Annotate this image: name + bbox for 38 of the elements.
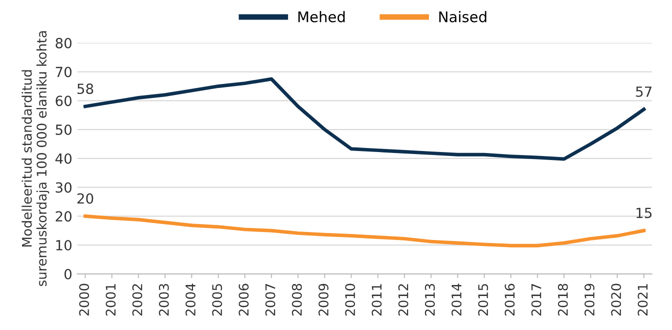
legend-label: Mehed	[298, 11, 345, 22]
x-tick-label: 2019	[584, 284, 594, 316]
x-tick-label: 2003	[158, 284, 169, 316]
x-tick-label: 2004	[186, 284, 196, 316]
x-tick-label: 2010	[345, 284, 356, 316]
y-tick-label: 20	[56, 211, 72, 222]
y-tick-label: 70	[56, 66, 72, 78]
x-tick-label: 2014	[452, 284, 462, 316]
x-tick-label: 2020	[611, 284, 622, 316]
data-label: 20	[77, 193, 94, 204]
y-tick-label: 10	[56, 240, 72, 250]
y-tick-label: 40	[55, 153, 72, 164]
x-tick-label: 2006	[238, 284, 249, 316]
x-tick-label: 2013	[424, 284, 435, 316]
x-tick-label: 2000	[79, 284, 90, 316]
x-tick-label: 2009	[318, 284, 328, 316]
x-tick-label: 2008	[292, 284, 302, 316]
x-tick-label: 2018	[558, 284, 568, 316]
x-tick-label: 2017	[531, 284, 542, 316]
y-tick-label: 60	[56, 96, 72, 106]
x-tick-label: 2021	[638, 284, 648, 316]
x-tick-label: 2016	[504, 284, 515, 316]
x-tick-label: 2001	[106, 284, 116, 316]
x-tick-label: 2005	[212, 284, 222, 316]
y-axis-title: Modelleeritud standarditud suremuskordaja 100 000 elaniku kohta	[22, 31, 50, 286]
y-tick-label: 0	[64, 268, 72, 280]
x-tick-label: 2007	[265, 284, 276, 316]
data-label: 15	[636, 208, 652, 218]
data-label: 58	[77, 84, 94, 94]
data-label: 57	[636, 86, 652, 97]
y-tick-label: 80	[56, 38, 72, 48]
x-tick-label: 2015	[478, 284, 488, 316]
y-tick-label: 30	[56, 182, 72, 193]
y-tick-label: 50	[56, 124, 72, 135]
x-tick-label: 2002	[132, 284, 142, 316]
x-tick-label: 2012	[398, 284, 408, 316]
legend-label: Naised	[439, 11, 486, 22]
x-tick-label: 2011	[372, 284, 382, 316]
